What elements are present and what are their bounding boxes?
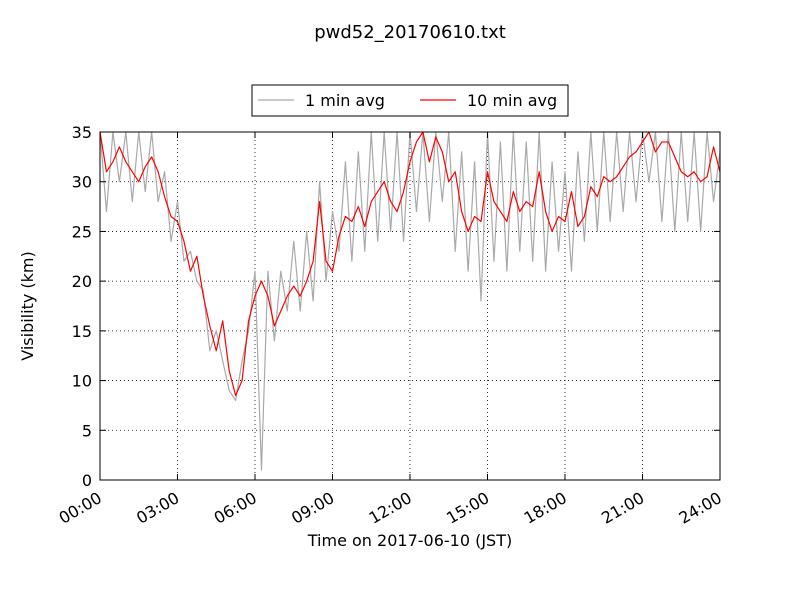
y-tick-label: 0 [82, 471, 92, 490]
y-tick-label: 25 [72, 222, 92, 241]
plot-area [100, 132, 720, 471]
chart-title: pwd52_20170610.txt [314, 22, 506, 43]
x-axis-label: Time on 2017-06-10 (JST) [307, 531, 512, 550]
y-axis-label: Visibility (km) [18, 251, 37, 360]
y-tick-label: 15 [72, 322, 92, 341]
data-line [100, 132, 720, 397]
y-tick-label: 5 [82, 421, 92, 440]
legend-label: 10 min avg [467, 91, 557, 110]
legend: 1 min avg 10 min avg [251, 84, 569, 117]
y-tick-label: 10 [72, 372, 92, 391]
y-tick-label: 35 [72, 123, 92, 142]
y-tick-label: 20 [72, 272, 92, 291]
legend-label: 1 min avg [305, 91, 385, 110]
data-line [100, 132, 720, 471]
y-tick-label: 30 [72, 173, 92, 192]
legend-frame [251, 84, 569, 117]
